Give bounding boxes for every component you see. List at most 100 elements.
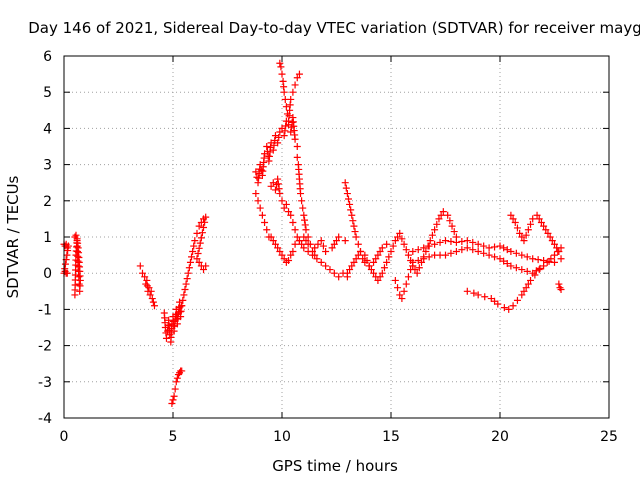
data-point: [178, 302, 186, 310]
data-point: [540, 262, 548, 270]
data-point: [374, 251, 382, 259]
data-point: [469, 246, 477, 254]
data-point: [293, 233, 301, 241]
data-point: [335, 233, 343, 241]
data-point: [557, 285, 565, 293]
data-point: [184, 269, 192, 277]
data-point: [400, 287, 408, 295]
data-point: [420, 244, 428, 252]
y-tick-label: 5: [43, 85, 52, 101]
data-point: [291, 81, 299, 89]
data-point: [285, 257, 293, 265]
data-point: [442, 237, 449, 245]
data-point: [269, 237, 277, 245]
data-point: [75, 280, 83, 288]
data-point: [289, 219, 297, 227]
data-point: [276, 128, 284, 136]
data-points: [60, 59, 565, 408]
data-point: [188, 253, 196, 261]
data-point: [396, 291, 404, 299]
data-point: [372, 255, 380, 263]
data-point: [518, 291, 526, 299]
data-point: [527, 220, 535, 228]
data-point: [537, 219, 545, 227]
y-tick-label: 0: [43, 266, 52, 282]
data-point: [426, 237, 434, 245]
data-point: [202, 213, 210, 221]
data-point: [252, 190, 260, 198]
data-point: [546, 233, 554, 241]
data-point: [335, 273, 343, 281]
data-point: [458, 246, 466, 254]
data-point: [409, 247, 417, 255]
data-point: [503, 260, 511, 268]
data-point: [485, 251, 493, 259]
data-point: [544, 229, 552, 237]
data-point: [437, 211, 445, 219]
data-point: [481, 293, 489, 301]
data-point: [529, 255, 537, 263]
data-point: [536, 264, 544, 272]
data-point: [359, 255, 367, 263]
y-tick-label: 1: [43, 230, 52, 246]
data-point: [435, 215, 443, 223]
data-point: [516, 229, 524, 237]
data-point: [351, 228, 359, 236]
data-point: [361, 251, 369, 259]
data-point: [173, 374, 181, 382]
data-point: [548, 237, 556, 245]
data-point: [503, 246, 511, 254]
data-point: [274, 244, 282, 252]
data-point: [463, 244, 471, 252]
data-point: [463, 287, 471, 295]
data-point: [346, 266, 354, 274]
data-point: [346, 200, 354, 208]
y-tick-label: 2: [43, 194, 52, 210]
data-point: [350, 222, 358, 230]
data-point: [263, 226, 271, 234]
data-point: [287, 128, 295, 136]
data-point: [63, 269, 71, 277]
data-point: [431, 240, 439, 248]
data-point: [496, 242, 504, 250]
data-point: [509, 302, 517, 310]
data-point: [180, 291, 188, 299]
data-point: [287, 251, 295, 259]
data-point: [414, 246, 422, 254]
data-point: [271, 240, 279, 248]
data-point: [513, 224, 521, 232]
data-point: [527, 276, 535, 284]
data-point: [301, 216, 309, 224]
data-point: [520, 287, 528, 295]
data-point: [415, 264, 423, 272]
data-point: [529, 215, 537, 223]
data-point: [72, 231, 80, 239]
data-point: [414, 257, 422, 265]
data-point: [280, 255, 288, 263]
data-point: [480, 242, 488, 250]
data-point: [64, 242, 72, 250]
data-point: [402, 280, 410, 288]
data-point: [149, 298, 157, 306]
data-point: [274, 175, 282, 183]
data-point: [391, 237, 399, 245]
data-point: [398, 235, 406, 243]
data-point: [389, 242, 397, 250]
data-point: [330, 240, 338, 248]
x-tick-label: 5: [169, 429, 178, 445]
data-point: [557, 255, 565, 263]
data-point: [535, 215, 543, 223]
data-point: [474, 291, 482, 299]
data-point: [256, 204, 264, 212]
data-point: [311, 251, 319, 259]
data-point: [509, 215, 517, 223]
data-point: [293, 153, 301, 161]
data-point: [402, 246, 410, 254]
data-point: [282, 103, 290, 111]
data-point: [542, 226, 550, 234]
data-point: [271, 186, 279, 194]
data-point: [494, 300, 502, 308]
data-point: [71, 291, 79, 299]
data-point: [551, 251, 558, 259]
